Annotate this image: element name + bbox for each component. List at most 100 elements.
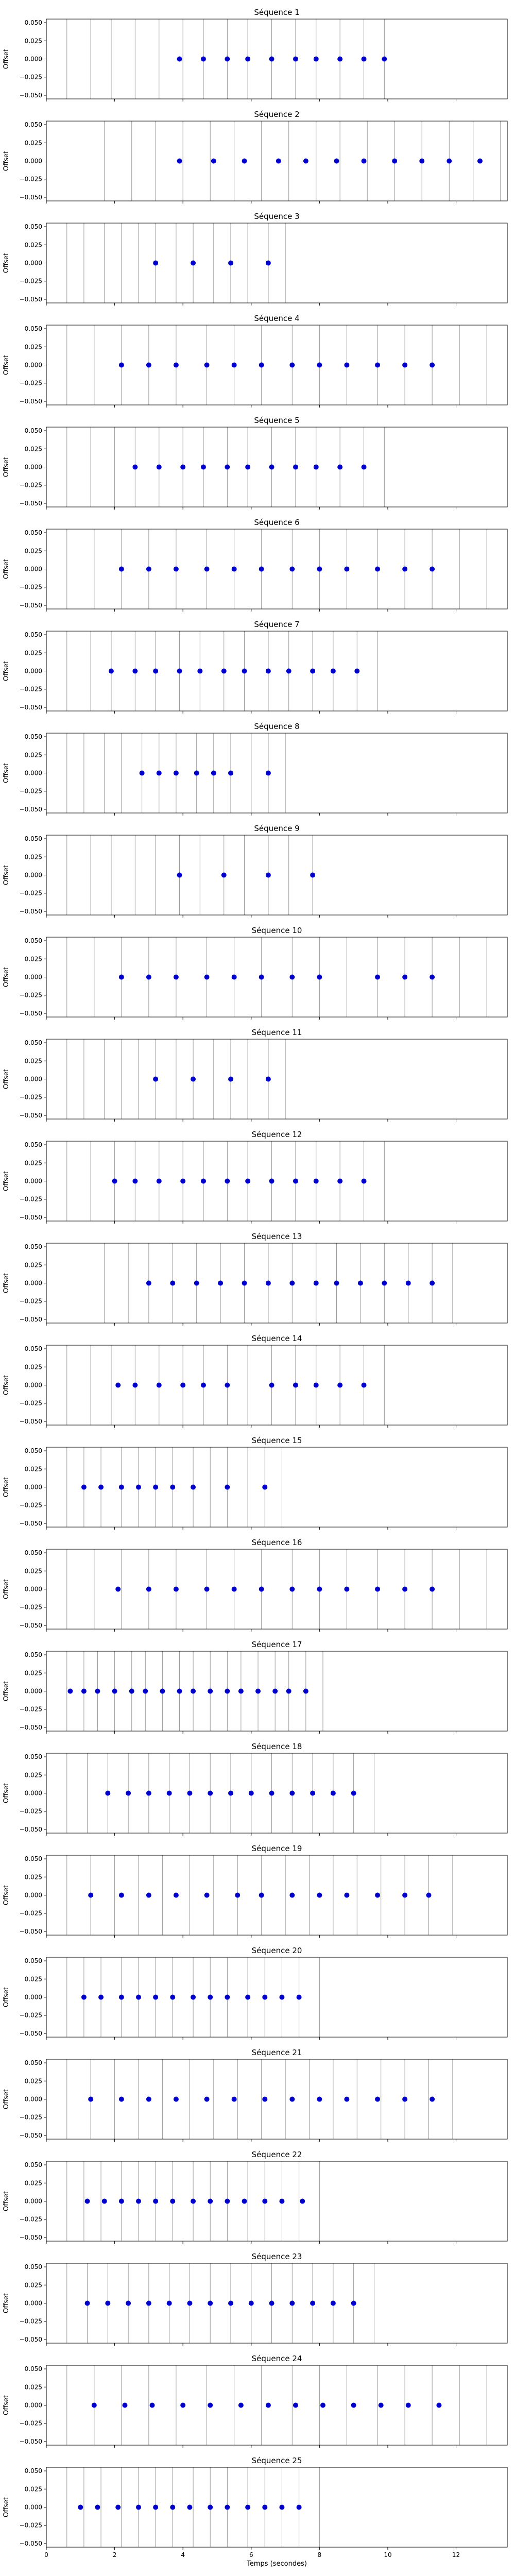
- y-tick-label: −0.050: [20, 602, 42, 609]
- data-point: [126, 1790, 131, 1796]
- data-point: [208, 2504, 213, 2510]
- data-point: [228, 260, 233, 266]
- y-axis-label: Offset: [3, 2395, 10, 2415]
- data-point: [279, 1994, 285, 2000]
- data-point: [153, 1994, 159, 2000]
- data-point: [208, 1790, 213, 1796]
- y-tick-label: 0.025: [25, 1669, 42, 1676]
- data-point: [156, 464, 162, 470]
- data-point: [146, 2300, 151, 2306]
- data-point: [98, 1484, 104, 1490]
- data-point: [375, 566, 381, 572]
- y-tick-label: −0.025: [20, 1604, 42, 1611]
- y-tick-label: 0.000: [25, 1790, 42, 1797]
- data-point: [242, 2198, 247, 2204]
- data-point: [361, 464, 367, 470]
- data-point: [317, 362, 322, 368]
- data-point: [204, 1586, 210, 1592]
- y-tick-label: −0.050: [20, 2438, 42, 2445]
- y-tick-label: 0.000: [25, 2096, 42, 2103]
- data-point: [95, 1688, 100, 1694]
- data-point: [262, 2198, 268, 2204]
- data-point: [375, 2096, 381, 2102]
- data-point: [289, 1790, 295, 1796]
- data-point: [344, 1586, 350, 1592]
- data-point: [170, 1280, 176, 1286]
- data-point: [67, 1688, 73, 1694]
- data-point: [136, 1994, 141, 2000]
- data-point: [228, 1076, 233, 1082]
- data-point: [313, 56, 319, 62]
- data-point: [436, 2402, 442, 2408]
- data-point: [245, 464, 251, 470]
- subplot-13: Séquence 13 0.050 0.025 0.000 −0.025 −0.050 Of…: [3, 1232, 508, 1326]
- x-tick-label: 6: [249, 2551, 253, 2558]
- data-point: [351, 2402, 356, 2408]
- data-point: [402, 974, 408, 980]
- y-tick-label: 0.000: [25, 1586, 42, 1593]
- data-point: [289, 2096, 295, 2102]
- subplot-title: Séquence 23: [252, 2252, 302, 2261]
- data-point: [361, 1382, 367, 1388]
- data-point: [153, 1484, 159, 1490]
- x-tick-label: 2: [113, 2551, 117, 2558]
- data-point: [269, 2300, 274, 2306]
- y-tick-label: 0.050: [25, 2059, 42, 2066]
- subplot-9: Séquence 9 0.050 0.025 0.000 −0.025 −0.050 Off…: [3, 824, 508, 918]
- data-point: [180, 464, 186, 470]
- data-point: [231, 2096, 237, 2102]
- y-tick-label: 0.050: [25, 2365, 42, 2372]
- data-point: [115, 2504, 121, 2510]
- data-point: [95, 2504, 100, 2510]
- data-point: [146, 566, 151, 572]
- data-point: [238, 2402, 244, 2408]
- y-tick-label: −0.025: [20, 890, 42, 897]
- plot-frame: [46, 1753, 508, 1834]
- plot-frame: [46, 1039, 508, 1120]
- y-axis-label: Offset: [3, 1477, 10, 1497]
- y-tick-label: −0.050: [20, 1724, 42, 1731]
- data-point: [231, 1586, 237, 1592]
- subplot-title: Séquence 8: [254, 722, 299, 731]
- data-point: [334, 1280, 339, 1286]
- y-tick-label: −0.025: [20, 176, 42, 183]
- x-tick-label: 10: [384, 2551, 391, 2558]
- data-point: [231, 362, 237, 368]
- data-point: [303, 158, 308, 164]
- y-axis-label: Offset: [3, 2497, 10, 2517]
- data-point: [279, 2504, 285, 2510]
- data-point: [225, 56, 230, 62]
- data-point: [334, 158, 339, 164]
- data-point: [276, 158, 281, 164]
- y-tick-label: −0.050: [20, 2540, 42, 2547]
- data-point: [313, 1382, 319, 1388]
- subplot-8: Séquence 8 0.050 0.025 0.000 −0.025 −0.050 Off…: [3, 722, 508, 816]
- subplot-title: Séquence 14: [252, 1334, 302, 1343]
- data-point: [170, 2504, 176, 2510]
- y-tick-label: 0.025: [25, 241, 42, 248]
- y-tick-label: 0.050: [25, 1447, 42, 1454]
- y-tick-label: 0.050: [25, 733, 42, 740]
- y-tick-label: −0.025: [20, 686, 42, 693]
- y-axis-label: Offset: [3, 1069, 10, 1089]
- data-point: [337, 1382, 343, 1388]
- data-point: [84, 2198, 90, 2204]
- data-point: [153, 2504, 159, 2510]
- y-tick-label: −0.050: [20, 1826, 42, 1833]
- y-tick-label: 0.000: [25, 668, 42, 675]
- data-point: [225, 2504, 230, 2510]
- data-point: [225, 1178, 230, 1184]
- plot-frame: [46, 733, 508, 814]
- data-point: [265, 260, 271, 266]
- y-tick-label: 0.000: [25, 1076, 42, 1083]
- y-tick-label: 0.025: [25, 1873, 42, 1880]
- data-point: [402, 566, 408, 572]
- data-point: [289, 1586, 295, 1592]
- data-point: [231, 974, 237, 980]
- data-point: [392, 158, 398, 164]
- y-tick-label: 0.000: [25, 362, 42, 369]
- data-point: [337, 1178, 343, 1184]
- data-point: [136, 2504, 141, 2510]
- data-point: [330, 1790, 336, 1796]
- data-point: [269, 56, 274, 62]
